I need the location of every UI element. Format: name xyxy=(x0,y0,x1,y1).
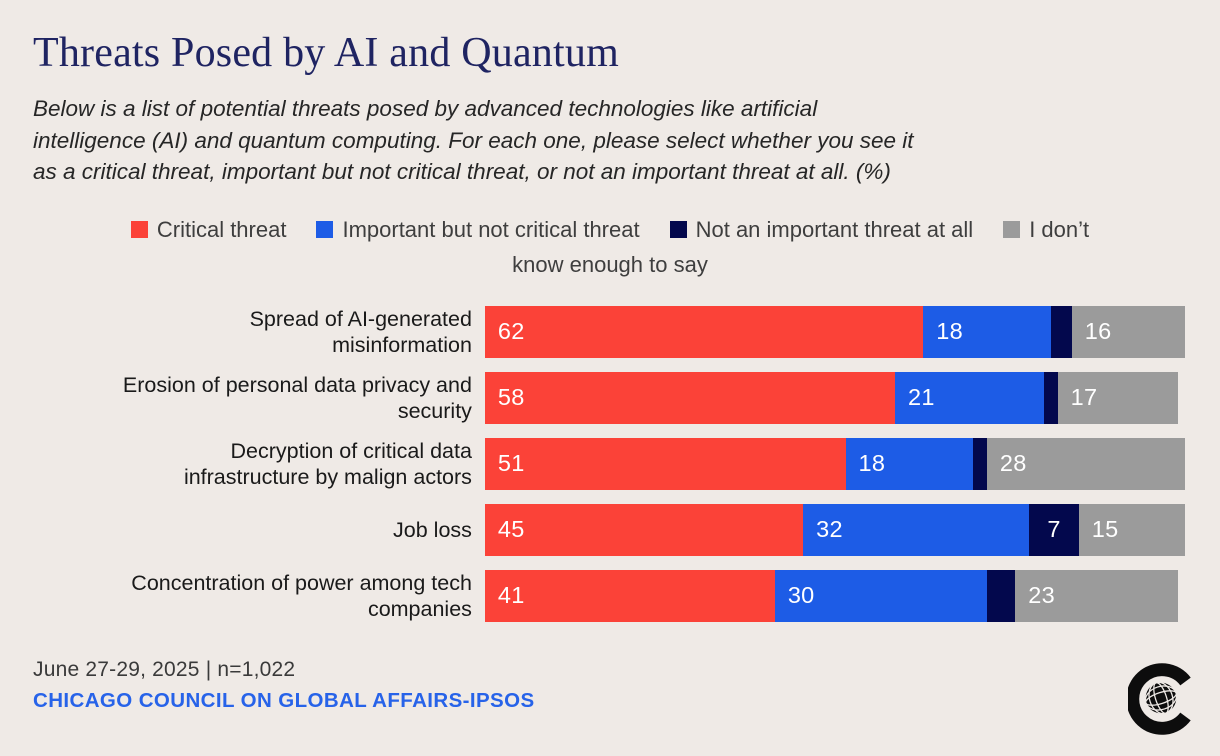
bar-row: Spread of AI-generated misinformation 62 18… xyxy=(33,305,1187,358)
bar-row: Job loss 45 32 7 15 xyxy=(33,503,1187,556)
bar-value-label: 51 xyxy=(497,450,525,477)
category-label: Concentration of power among tech compani… xyxy=(131,570,472,621)
legend-label: Important but not critical threat xyxy=(342,216,640,242)
bar-value-label: 58 xyxy=(497,384,525,411)
bar-row: Decryption of critical data infrastructur… xyxy=(33,437,1187,490)
segment-important-but-not-critical-threat: 32 xyxy=(803,503,1030,556)
survey-date-and-sample: June 27-29, 2025 | n=1,022 xyxy=(33,657,296,681)
chart-subtitle: Below is a list of potential threats pos… xyxy=(33,93,1187,188)
footer: June 27-29, 2025 | n=1,022 CHICAGO COUNC… xyxy=(33,658,1187,713)
segment-important-but-not-critical-threat: 18 xyxy=(923,305,1051,358)
bar-value-label: 15 xyxy=(1091,516,1119,543)
segment-not-an-important-threat-at-all xyxy=(986,569,1016,622)
bar-row: Concentration of power among tech compani… xyxy=(33,569,1187,622)
bar-track: 45 32 7 15 xyxy=(484,503,1187,556)
bar-value-label: 62 xyxy=(497,318,525,345)
bar-value-label: 16 xyxy=(1084,318,1112,345)
legend-label: Critical threat xyxy=(156,216,287,242)
stacked-bar-chart: Spread of AI-generated misinformation 62 18… xyxy=(33,305,1187,622)
legend-item-not-an-important-threat-at-all: Not an important threat at all xyxy=(669,214,974,246)
bar-value-label: 21 xyxy=(908,384,935,411)
segment-i-don-t-know-enough-to-say: 23 xyxy=(1015,569,1178,622)
segment-critical-threat: 58 xyxy=(484,371,896,424)
bar-value-label: 28 xyxy=(999,450,1027,477)
bar-value-label: 30 xyxy=(787,582,815,609)
segment-i-don-t-know-enough-to-say: 17 xyxy=(1057,371,1178,424)
segment-important-but-not-critical-threat: 30 xyxy=(774,569,987,622)
segment-i-don-t-know-enough-to-say: 16 xyxy=(1071,305,1185,358)
legend-swatch-icon xyxy=(130,221,148,239)
segment-not-an-important-threat-at-all xyxy=(1043,371,1058,424)
legend-swatch-icon xyxy=(669,221,687,239)
legend-item-i-don-t-know-enough-to-say: I don’t xyxy=(1003,214,1089,246)
chart-title: Threats Posed by AI and Quantum xyxy=(33,30,619,76)
chicago-council-globe-logo xyxy=(1126,655,1198,748)
segment-i-don-t-know-enough-to-say: 15 xyxy=(1078,503,1185,556)
legend-swatch-icon xyxy=(1003,221,1021,239)
segment-i-don-t-know-enough-to-say: 28 xyxy=(986,437,1185,490)
segment-critical-threat: 62 xyxy=(484,305,924,358)
category-label: Job loss xyxy=(393,517,472,542)
globe-c-icon xyxy=(1126,663,1191,735)
source-link[interactable]: CHICAGO COUNCIL ON GLOBAL AFFAIRS-IPSOS xyxy=(33,688,535,712)
legend-label: Not an important threat at all xyxy=(695,216,974,242)
bar-value-label: 18 xyxy=(858,450,886,477)
bar-row: Erosion of personal data privacy and secu… xyxy=(33,371,1187,424)
bar-value-label: 32 xyxy=(816,516,843,543)
subtitle-line: as a critical threat, important but not … xyxy=(33,159,891,185)
legend: Critical threat Important but not critica… xyxy=(33,214,1187,281)
segment-important-but-not-critical-threat: 18 xyxy=(845,437,973,490)
bar-value-label: 45 xyxy=(497,516,525,543)
bar-track: 62 18 16 xyxy=(484,305,1187,358)
category-label: Erosion of personal data privacy and secu… xyxy=(122,372,472,423)
bar-track: 58 21 17 xyxy=(484,371,1187,424)
segment-important-but-not-critical-threat: 21 xyxy=(895,371,1044,424)
segment-critical-threat: 45 xyxy=(484,503,804,556)
subtitle-line: intelligence (AI) and quantum computing.… xyxy=(33,127,914,153)
segment-not-an-important-threat-at-all xyxy=(972,437,987,490)
bar-value-label: 7 xyxy=(1047,516,1061,543)
legend-row-2: know enough to say xyxy=(512,251,708,277)
legend-swatch-icon xyxy=(316,221,334,239)
category-label: Decryption of critical data infrastructur… xyxy=(183,438,472,489)
category-label: Spread of AI-generated misinformation xyxy=(249,306,472,357)
bar-value-label: 17 xyxy=(1070,384,1098,411)
bar-value-label: 18 xyxy=(936,318,963,345)
legend-row-1: Critical threat Important but not critica… xyxy=(33,214,1187,246)
legend-item-important-but-not-critical-threat: Important but not critical threat xyxy=(316,214,640,246)
segment-critical-threat: 51 xyxy=(484,437,846,490)
legend-item-critical-threat: Critical threat xyxy=(130,214,287,246)
bar-value-label: 23 xyxy=(1028,582,1055,609)
subtitle-line: Below is a list of potential threats pos… xyxy=(33,96,818,122)
legend-label: I don’t xyxy=(1029,216,1090,242)
bar-value-label: 41 xyxy=(497,582,525,609)
segment-not-an-important-threat-at-all xyxy=(1050,305,1072,358)
segment-critical-threat: 41 xyxy=(484,569,775,622)
segment-not-an-important-threat-at-all: 7 xyxy=(1029,503,1079,556)
bar-track: 51 18 28 xyxy=(484,437,1187,490)
bar-track: 41 30 23 xyxy=(484,569,1187,622)
